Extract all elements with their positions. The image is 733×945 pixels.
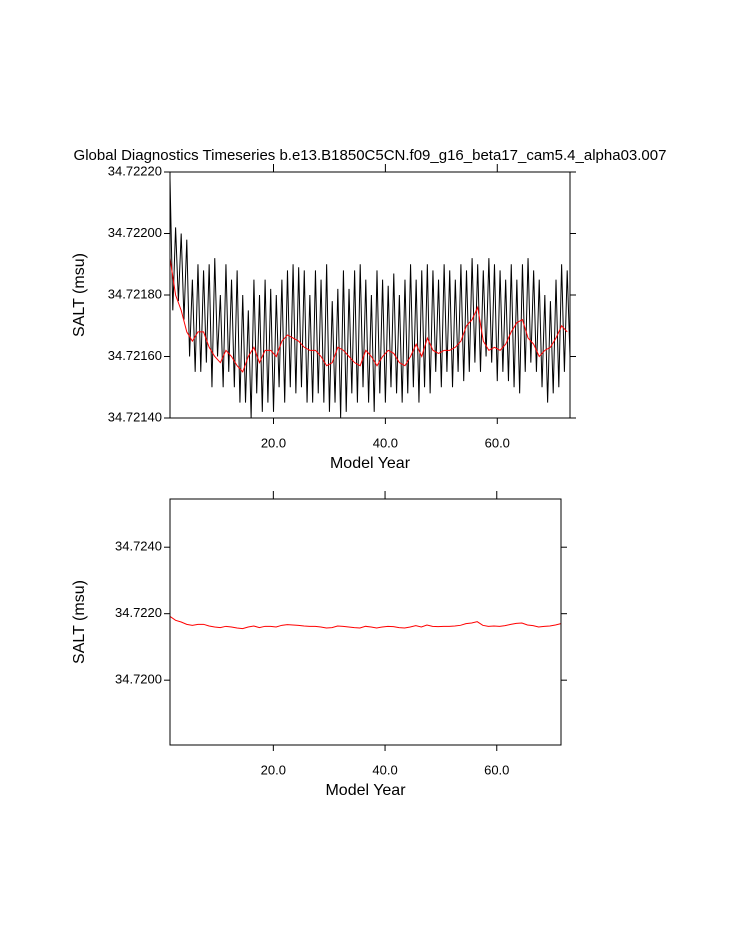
plot-frame <box>169 171 571 419</box>
y-tick-label: 34.7240 <box>115 539 162 554</box>
x-tick-label: 40.0 <box>373 435 398 450</box>
x-tick-label: 20.0 <box>261 435 286 450</box>
x-axis-label: Model Year <box>325 782 406 799</box>
series-line <box>170 178 570 418</box>
x-tick-label: 20.0 <box>261 762 286 777</box>
x-tick-label: 60.0 <box>484 762 509 777</box>
y-axis-label: SALT (msu) <box>71 580 88 664</box>
y-tick-label: 34.72180 <box>108 286 162 301</box>
plot-frame <box>169 498 562 746</box>
chart-title: Global Diagnostics Timeseries b.e13.B185… <box>74 147 667 164</box>
y-tick-label: 34.72140 <box>108 409 162 424</box>
y-tick-label: 34.72200 <box>108 225 162 240</box>
x-tick-label: 40.0 <box>372 762 397 777</box>
y-tick-label: 34.7200 <box>115 672 162 687</box>
y-tick-label: 34.72220 <box>108 163 162 178</box>
series-line <box>170 258 568 373</box>
x-tick-label: 60.0 <box>485 435 510 450</box>
y-tick-label: 34.7220 <box>115 605 162 620</box>
y-tick-label: 34.72160 <box>108 348 162 363</box>
y-axis-label: SALT (msu) <box>71 253 88 337</box>
series-line <box>170 615 561 630</box>
x-axis-label: Model Year <box>330 455 411 472</box>
